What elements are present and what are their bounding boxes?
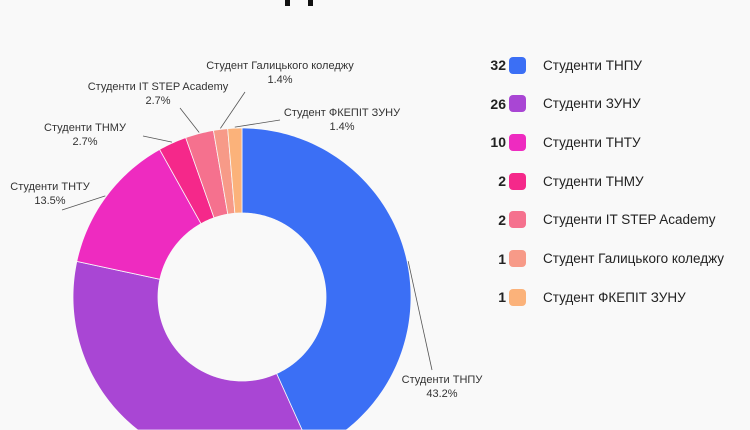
legend-swatch [509,288,526,306]
leader-line-2 [61,195,106,211]
legend-label: Студент ФКЕПІТ ЗУНУ [543,289,686,305]
legend-value: 26 [490,95,506,112]
legend-value: 2 [498,211,506,228]
legend-value: 2 [498,173,506,190]
data-label-galytskyi: Студент Галицького коледжу 1.4% [206,60,354,86]
legend-label: Студент Галицького коледжу [543,251,725,266]
slice-1 [72,260,303,430]
legend-swatch [509,172,526,190]
legend-item[interactable]: 26 Студенти ЗУНУ [470,95,641,113]
legend-value: 32 [490,57,506,73]
legend-label: Студенти ТНТУ [543,134,641,150]
legend-label: Студенти ТНМУ [543,173,644,189]
leader-line-5 [220,91,246,129]
data-label-tntu: Студенти ТНТУ 13.5% [10,181,90,207]
legend-swatch [509,133,526,151]
leader-line-6 [234,119,281,128]
legend-item[interactable]: 32 Студенти ТНПУ [470,56,642,74]
leader-line-4 [179,107,200,133]
legend-swatch [509,250,526,267]
legend-value: 1 [498,289,506,306]
legend-swatch [509,211,526,229]
data-label-fkepit: Студент ФКЕПІТ ЗУНУ 1.4% [283,107,401,133]
legend-value: 10 [490,134,506,151]
legend-item[interactable]: 2 Студенти ТНМУ [470,172,644,190]
data-label-itstep: Студенти IT STEP Academy 2.7% [87,81,229,107]
slice-0 [241,127,412,430]
legend-label: Студенти ТНПУ [543,57,642,73]
title-fragment [308,0,313,6]
legend-swatch [509,56,526,74]
slice-6 [227,127,243,214]
legend-label: Студенти IT STEP Academy [543,212,716,228]
data-label-tnpu: Студенти ТНПУ 43.2% [401,374,483,400]
legend-label: Студенти ЗУНУ [543,96,641,112]
legend-swatch [509,95,526,113]
leader-line-0 [407,261,433,371]
data-label-tnmu: Студенти ТНМУ 2.7% [44,122,126,148]
legend-item[interactable]: 2 Студенти IT STEP Academy [470,211,716,229]
legend-item[interactable]: 1 Студент ФКЕПІТ ЗУНУ [470,288,686,306]
leader-line-3 [142,135,173,143]
legend-item[interactable]: 10 Студенти ТНТУ [470,133,641,151]
legend-item[interactable]: 1 Студент Галицького коледжу [470,250,724,268]
legend-value: 1 [498,250,506,267]
title-fragment [285,0,290,6]
